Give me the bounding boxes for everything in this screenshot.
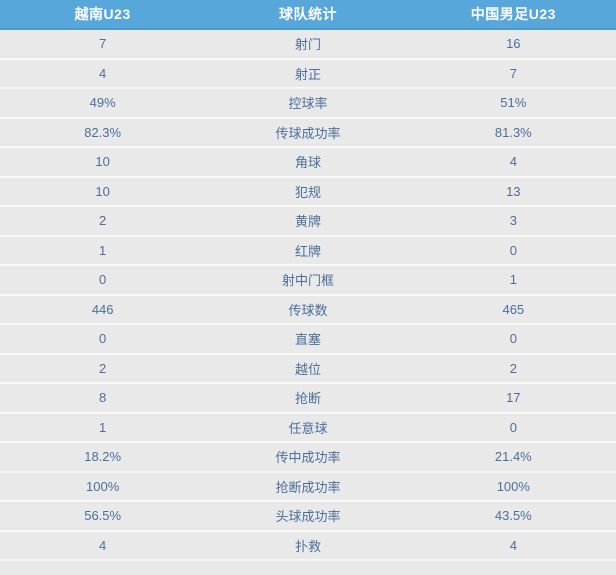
stat-label: 控球率	[288, 96, 328, 112]
away-value: 81.3%	[494, 124, 532, 140]
home-value: 4	[99, 537, 107, 553]
stat-label: 射中门框	[281, 273, 334, 289]
stat-label: 角球	[294, 155, 321, 171]
home-value: 1	[99, 242, 107, 258]
away-value: 4	[509, 154, 517, 170]
away-value: 465	[502, 301, 525, 317]
home-value: 49%	[89, 95, 116, 111]
home-value: 1	[99, 419, 107, 435]
table-row: 10 角球 4	[0, 148, 616, 178]
table-row: 446 传球数 465	[0, 295, 616, 325]
away-value: 2	[509, 360, 517, 376]
home-value: 82.3%	[84, 124, 122, 140]
stat-label: 犯规	[294, 184, 321, 200]
away-value: 0	[509, 242, 517, 258]
stat-label: 传球成功率	[275, 125, 341, 141]
stats-body: 7 射门 16 4 射正 7 49% 控球率 51% 82.3% 传球成功率 8…	[0, 30, 616, 561]
table-row: 1 任意球 0	[0, 413, 616, 443]
away-value: 13	[506, 183, 521, 199]
away-value: 16	[506, 36, 521, 52]
home-value: 18.2%	[84, 449, 122, 465]
away-value: 21.4%	[494, 449, 532, 465]
stat-label: 任意球	[288, 420, 328, 436]
table-row: 2 黄牌 3	[0, 207, 616, 237]
table-row: 18.2% 传中成功率 21.4%	[0, 443, 616, 473]
home-team-header: 越南U23	[74, 6, 131, 22]
stat-label: 头球成功率	[275, 509, 341, 525]
stat-label: 抢断	[294, 391, 321, 407]
away-value: 1	[509, 272, 517, 288]
home-value: 0	[99, 331, 107, 347]
stat-label: 越位	[294, 361, 321, 377]
stat-label: 红牌	[294, 243, 321, 259]
home-value: 2	[99, 360, 107, 376]
away-value: 7	[509, 65, 517, 81]
table-row: 4 射正 7	[0, 59, 616, 89]
table-row: 56.5% 头球成功率 43.5%	[0, 502, 616, 532]
home-value: 7	[99, 36, 107, 52]
home-value: 8	[99, 390, 107, 406]
away-value: 4	[509, 537, 517, 553]
home-value: 56.5%	[84, 508, 122, 524]
home-value: 100%	[86, 478, 120, 494]
away-value: 51%	[500, 95, 527, 111]
table-row: 8 抢断 17	[0, 384, 616, 414]
stat-label: 黄牌	[294, 214, 321, 230]
table-header-row: 越南U23 球队统计 中国男足U23	[0, 0, 616, 30]
away-value: 3	[509, 213, 517, 229]
home-value: 2	[99, 213, 107, 229]
away-team-header: 中国男足U23	[470, 6, 556, 22]
stat-label: 直塞	[294, 332, 321, 348]
table-row: 0 射中门框 1	[0, 266, 616, 296]
table-row: 0 直塞 0	[0, 325, 616, 355]
table-row: 10 犯规 13	[0, 177, 616, 207]
clipped-next-row	[0, 561, 616, 575]
table-row: 1 红牌 0	[0, 236, 616, 266]
away-value: 100%	[496, 478, 530, 494]
stat-label: 射正	[294, 66, 321, 82]
away-value: 0	[509, 331, 517, 347]
table-row: 4 扑救 4	[0, 531, 616, 561]
table-row: 7 射门 16	[0, 30, 616, 60]
home-value: 10	[95, 154, 110, 170]
home-value: 446	[91, 301, 114, 317]
table-row: 49% 控球率 51%	[0, 89, 616, 119]
stat-label: 传球数	[288, 302, 328, 318]
away-value: 0	[509, 419, 517, 435]
away-value: 43.5%	[494, 508, 532, 524]
away-value: 17	[506, 390, 521, 406]
stat-label: 抢断成功率	[275, 479, 341, 495]
home-value: 10	[95, 183, 110, 199]
stat-column-header: 球队统计	[278, 6, 337, 22]
table-row: 82.3% 传球成功率 81.3%	[0, 118, 616, 148]
stat-label: 扑救	[294, 538, 321, 554]
home-value: 0	[99, 272, 107, 288]
table-row: 2 越位 2	[0, 354, 616, 384]
stat-label: 传中成功率	[275, 450, 341, 466]
home-value: 4	[99, 65, 107, 81]
table-row: 100% 抢断成功率 100%	[0, 472, 616, 502]
stat-label: 射门	[294, 37, 321, 53]
